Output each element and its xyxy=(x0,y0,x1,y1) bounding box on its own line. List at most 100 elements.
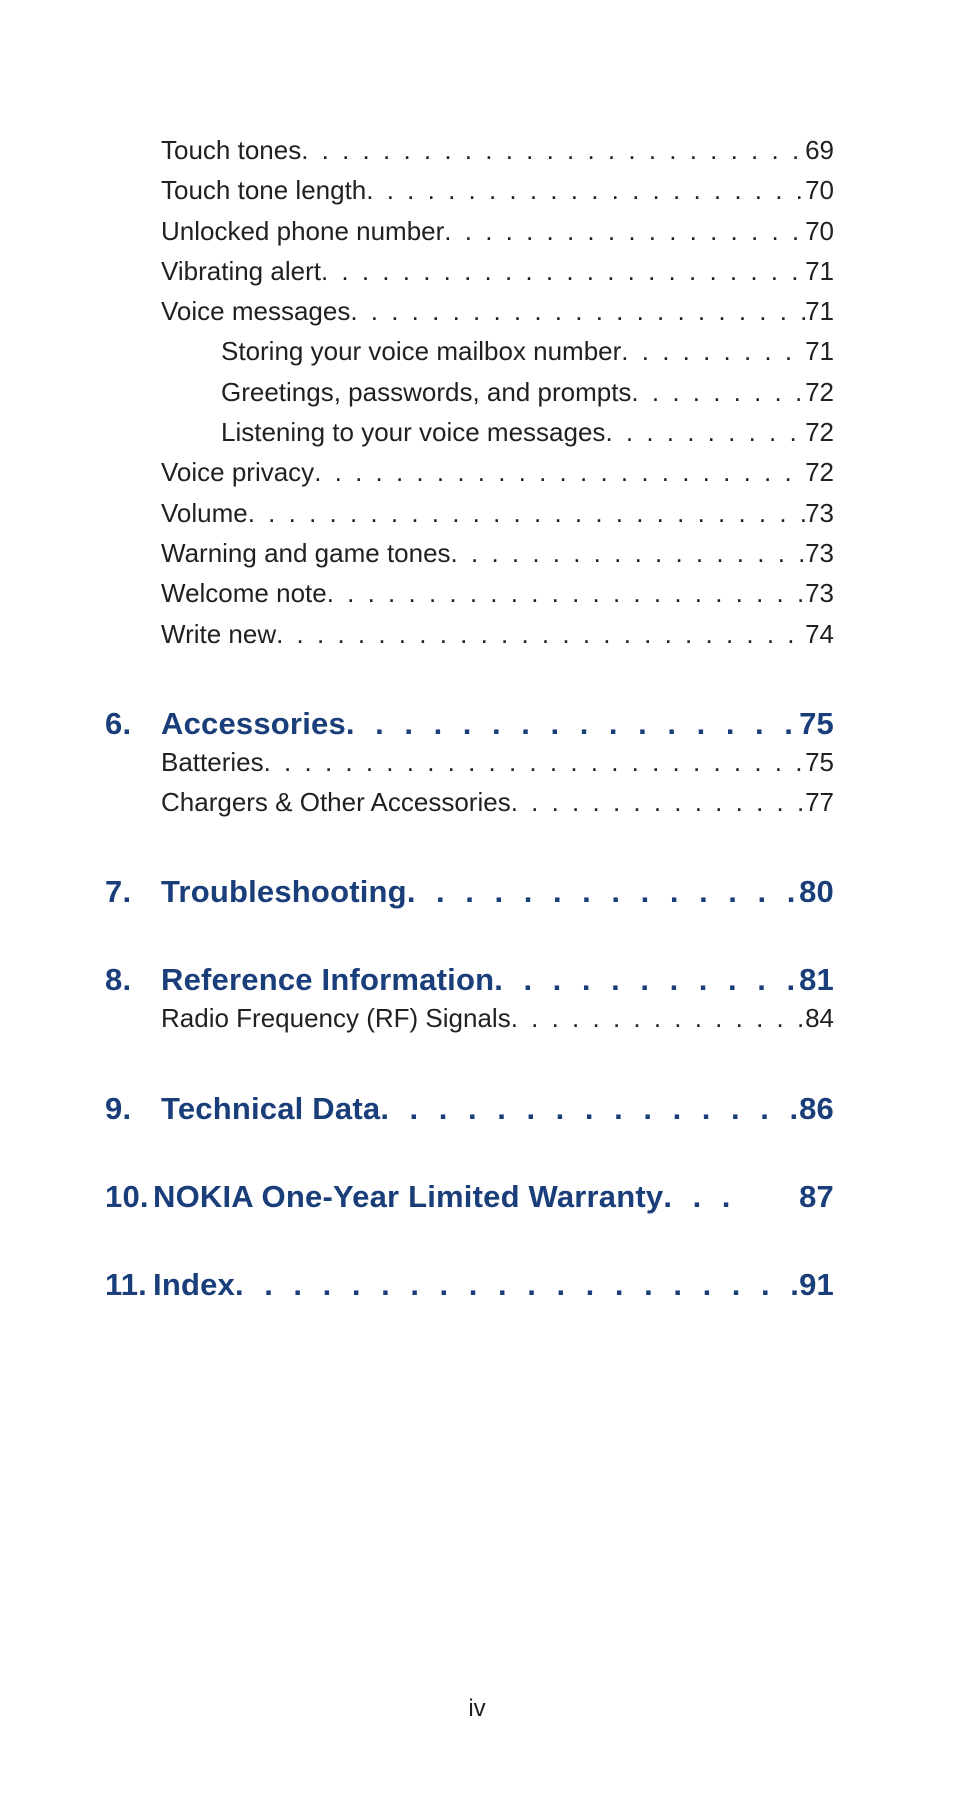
toc-page: 71 xyxy=(805,331,834,371)
toc-entry: Chargers & Other Accessories . . . . . .… xyxy=(105,782,834,822)
toc-entry: Storing your voice mailbox number . . . … xyxy=(105,331,834,371)
toc-leader: . . . . . . . . . . . . . . . . . . . . … xyxy=(444,211,805,251)
toc-entry: Write new . . . . . . . . . . . . . . . … xyxy=(105,614,834,654)
toc-entry: Voice messages . . . . . . . . . . . . .… xyxy=(105,291,834,331)
toc-section-number: 11. xyxy=(105,1267,153,1303)
toc-label: Unlocked phone number xyxy=(161,211,444,251)
toc-page: 70 xyxy=(805,211,834,251)
toc-page: 72 xyxy=(805,452,834,492)
toc-label: Write new xyxy=(161,614,276,654)
toc-label: Radio Frequency (RF) Signals xyxy=(161,998,511,1038)
toc-leader: . . . . . . . . . . . . . . . . . . . . … xyxy=(346,706,799,742)
toc-section-heading: 8.Reference Information . . . . . . . . … xyxy=(105,962,834,998)
toc-section-label: 6.Accessories xyxy=(105,706,346,742)
toc-entry: Greetings, passwords, and prompts . . . … xyxy=(105,372,834,412)
toc-section-label: 10.NOKIA One-Year Limited Warranty xyxy=(105,1179,663,1215)
toc-leader: . . . . . . . . . . . . . . . . . . . . … xyxy=(511,782,805,822)
toc-page: 87 xyxy=(799,1179,834,1215)
toc-page: 80 xyxy=(799,874,834,910)
toc-leader: . . . . . . . . . . . . . . . . . . . . … xyxy=(605,412,805,452)
toc-label: Chargers & Other Accessories xyxy=(161,782,511,822)
toc-label: Volume xyxy=(161,493,248,533)
toc-page: 71 xyxy=(805,291,834,331)
toc-entry: Warning and game tones . . . . . . . . .… xyxy=(105,533,834,573)
toc-section-title: Troubleshooting xyxy=(161,874,407,909)
toc-leader: . . . . . . . . . . . . . . . . . . . . … xyxy=(407,874,799,910)
toc-section-number: 9. xyxy=(105,1091,161,1127)
toc-label: Storing your voice mailbox number xyxy=(221,331,621,371)
toc-leader: . . . . . . . . . . . . . . . . . . . . … xyxy=(380,1091,799,1127)
toc-page: 70 xyxy=(805,170,834,210)
toc-leader: . . . . . . . . . . . . . . . . . . . . … xyxy=(350,291,805,331)
toc-entry: Touch tone length . . . . . . . . . . . … xyxy=(105,170,834,210)
toc-page: 84 xyxy=(805,998,834,1038)
toc-section-title: Index xyxy=(153,1267,235,1302)
toc-label: Welcome note xyxy=(161,573,327,613)
toc-section-title: Technical Data xyxy=(161,1091,380,1126)
toc-section-title: Accessories xyxy=(161,706,346,741)
toc-page: 81 xyxy=(799,962,834,998)
toc-entry: Voice privacy . . . . . . . . . . . . . … xyxy=(105,452,834,492)
toc-label: Voice messages xyxy=(161,291,350,331)
toc-entry: Welcome note . . . . . . . . . . . . . .… xyxy=(105,573,834,613)
toc-section-number: 8. xyxy=(105,962,161,998)
toc-page: 75 xyxy=(805,742,834,782)
toc-page: 71 xyxy=(805,251,834,291)
toc-section-heading: 7.Troubleshooting . . . . . . . . . . . … xyxy=(105,874,834,910)
toc-page: 77 xyxy=(805,782,834,822)
toc-page: 74 xyxy=(805,614,834,654)
toc-section-heading: 6.Accessories . . . . . . . . . . . . . … xyxy=(105,706,834,742)
toc-entry: Vibrating alert . . . . . . . . . . . . … xyxy=(105,251,834,291)
toc-section-number: 10. xyxy=(105,1179,153,1215)
toc-leader: . . . . . . . . . . . . . . . . . . . . … xyxy=(451,533,806,573)
toc-section-number: 6. xyxy=(105,706,161,742)
toc-label: Listening to your voice messages xyxy=(221,412,605,452)
toc-label: Warning and game tones xyxy=(161,533,451,573)
toc-page: 86 xyxy=(799,1091,834,1127)
toc-section-label: 7.Troubleshooting xyxy=(105,874,407,910)
toc-leader: . . . . . . . . . . . . . . . . . . . . … xyxy=(314,452,805,492)
toc-entry: Volume . . . . . . . . . . . . . . . . .… xyxy=(105,493,834,533)
toc-leader: . . . . . . . . . . . . . . . . . . . . … xyxy=(264,742,805,782)
toc-page: 73 xyxy=(805,493,834,533)
toc-section-number: 7. xyxy=(105,874,161,910)
toc-section-heading: 11.Index . . . . . . . . . . . . . . . .… xyxy=(105,1267,834,1303)
toc-leader: . . . . . . . . . . . . . . . . . . . . … xyxy=(327,573,805,613)
toc-entry: Touch tones . . . . . . . . . . . . . . … xyxy=(105,130,834,170)
toc-leader: . . . . . . . . . . . . . . . . . . . . … xyxy=(235,1267,799,1303)
toc-page: 69 xyxy=(805,130,834,170)
toc-leader: . . . . . . . . . . . . . . . . . . . . … xyxy=(366,170,805,210)
toc-page: 91 xyxy=(799,1267,834,1303)
toc-entry: Listening to your voice messages . . . .… xyxy=(105,412,834,452)
toc-page: 73 xyxy=(805,573,834,613)
toc-entry: Batteries . . . . . . . . . . . . . . . … xyxy=(105,742,834,782)
toc-section-heading: 9.Technical Data . . . . . . . . . . . .… xyxy=(105,1091,834,1127)
toc-leader: . . . . . . . . . . . . . . . . . . . . … xyxy=(276,614,805,654)
toc-label: Touch tone length xyxy=(161,170,366,210)
toc-label: Batteries xyxy=(161,742,264,782)
toc-entry: Radio Frequency (RF) Signals . . . . . .… xyxy=(105,998,834,1038)
toc-entry: Unlocked phone number . . . . . . . . . … xyxy=(105,211,834,251)
toc-leader: . . . . . . . . . . . . . . . . . . . . … xyxy=(494,962,799,998)
toc-leader: . . . . . . . . . . . . . . . . . . . . … xyxy=(321,251,805,291)
toc-section-title: NOKIA One-Year Limited Warranty xyxy=(153,1179,663,1214)
toc-section-title: Reference Information xyxy=(161,962,494,997)
toc-label: Touch tones xyxy=(161,130,301,170)
toc-leader: . . . . . . . . . . . . . . . . . . . . … xyxy=(301,130,805,170)
toc-leader: . . . . . . . . . . . . . . . . . . . . … xyxy=(631,372,805,412)
table-of-contents: Touch tones . . . . . . . . . . . . . . … xyxy=(105,130,834,1303)
toc-leader: . . . . . . . . . . . . . . . . . . . . … xyxy=(621,331,805,371)
toc-section-label: 8.Reference Information xyxy=(105,962,494,998)
toc-leader: . . . . . . . . . . . . . . . . . . . . … xyxy=(248,493,805,533)
toc-leader: . . . . . . . . . . . . . . . . . . . . … xyxy=(511,998,805,1038)
toc-page: 72 xyxy=(805,412,834,452)
toc-page: 75 xyxy=(799,706,834,742)
toc-page: 73 xyxy=(805,533,834,573)
page-number: iv xyxy=(0,1695,954,1723)
toc-label: Voice privacy xyxy=(161,452,314,492)
toc-label: Greetings, passwords, and prompts xyxy=(221,372,631,412)
toc-section-heading: 10.NOKIA One-Year Limited Warranty . . .… xyxy=(105,1179,834,1215)
toc-section-label: 9.Technical Data xyxy=(105,1091,380,1127)
toc-leader: . . . xyxy=(663,1179,799,1215)
toc-label: Vibrating alert xyxy=(161,251,321,291)
